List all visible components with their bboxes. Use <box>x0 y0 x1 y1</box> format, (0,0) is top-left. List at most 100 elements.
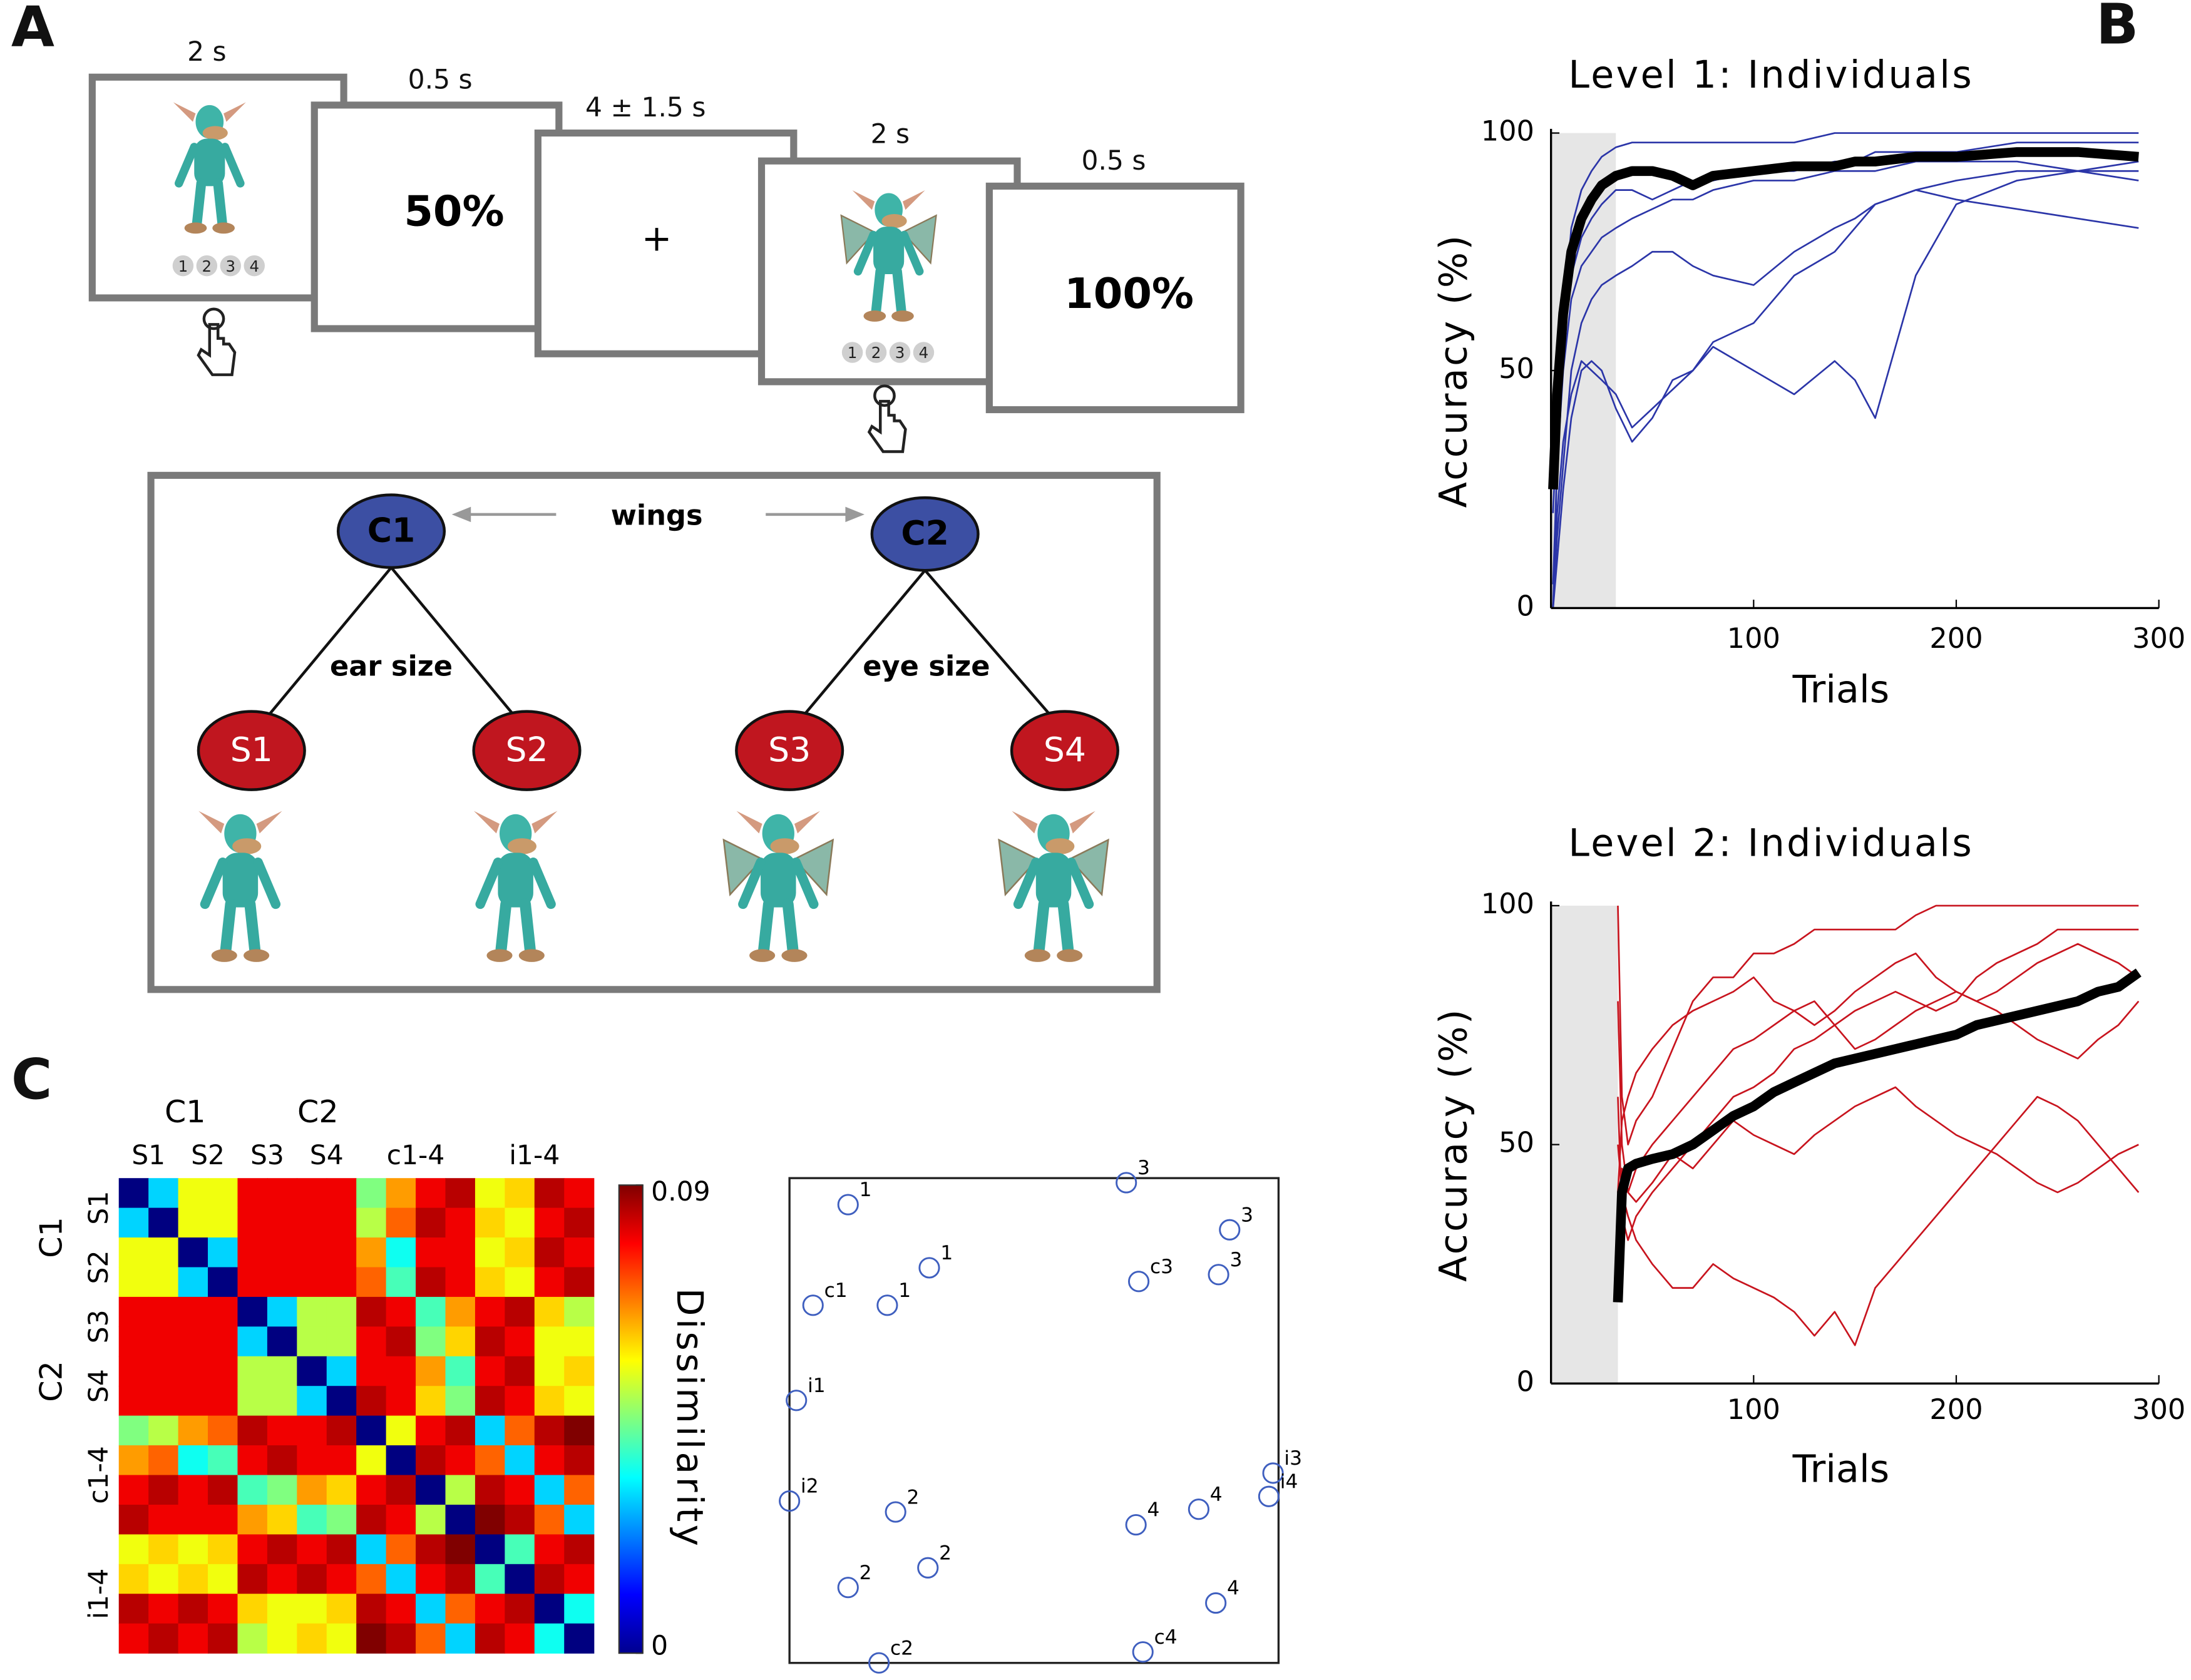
heatmap-cell <box>356 1564 387 1594</box>
heatmap-cell <box>475 1415 506 1446</box>
heatmap-cell <box>148 1564 179 1594</box>
heatmap-cell <box>416 1356 446 1386</box>
heatmap-cell <box>445 1237 476 1268</box>
heatmap-cell <box>505 1267 535 1298</box>
heatmap-cell <box>237 1207 268 1238</box>
heatmap-cell <box>356 1475 387 1505</box>
heatmap-cell <box>564 1237 595 1268</box>
heatmap-cell <box>178 1504 208 1535</box>
heatmap-cell <box>237 1564 268 1594</box>
heatmap-cell <box>445 1534 476 1565</box>
heatmap-cell <box>118 1386 149 1416</box>
heatmap-cell <box>416 1267 446 1298</box>
heatmap-cell <box>534 1237 565 1268</box>
heatmap-cell <box>326 1504 357 1535</box>
heatmap-cell <box>445 1267 476 1298</box>
heatmap-cell <box>386 1564 416 1594</box>
heatmap-cell <box>118 1237 149 1268</box>
subordinate-node <box>1010 710 1119 791</box>
point <box>918 1257 940 1279</box>
heatmap-cell <box>356 1267 387 1298</box>
hierarchy-box <box>147 471 1161 993</box>
heatmap-cell <box>148 1237 179 1268</box>
heatmap-cell <box>445 1445 476 1476</box>
heatmap-cell <box>356 1445 387 1476</box>
mds-frame <box>788 1177 1280 1664</box>
heatmap-cell <box>445 1415 476 1446</box>
point-label: i2 <box>801 1475 819 1498</box>
button-label: 4 <box>919 344 929 362</box>
x-tick-label: 200 <box>1929 1393 1983 1426</box>
row-group-label: C2 <box>33 1361 69 1402</box>
button <box>913 342 935 363</box>
heatmap-cell <box>297 1326 327 1357</box>
subordinate-label: S1 <box>230 730 273 769</box>
point-label: i4 <box>1280 1470 1298 1493</box>
point-label: 1 <box>940 1242 953 1264</box>
heatmap-cell <box>564 1386 595 1416</box>
button <box>172 255 194 277</box>
heatmap-cell <box>505 1475 535 1505</box>
heatmap-cell <box>505 1237 535 1268</box>
heatmap-cell <box>564 1415 595 1446</box>
heatmap-cell <box>267 1534 297 1565</box>
heatmap-cell <box>505 1623 535 1654</box>
heatmap-cell <box>118 1623 149 1654</box>
feature-label: eye size <box>863 650 990 682</box>
heatmap-cell <box>326 1207 357 1238</box>
heatmap-cell <box>297 1386 327 1416</box>
point <box>1125 1514 1147 1536</box>
subordinate-label: S2 <box>505 730 548 769</box>
heatmap-cell <box>297 1623 327 1654</box>
heatmap-cell <box>475 1207 506 1238</box>
row-label: c1-4 <box>84 1446 115 1504</box>
heatmap-cell <box>445 1475 476 1505</box>
heatmap-cell <box>267 1267 297 1298</box>
heatmap-cell <box>148 1504 179 1535</box>
heatmap-cell <box>475 1445 506 1476</box>
heatmap-cell <box>534 1326 565 1357</box>
heatmap-cell <box>237 1594 268 1624</box>
heatmap-cell <box>297 1445 327 1476</box>
heatmap-cell <box>386 1445 416 1476</box>
heatmap-cell <box>178 1564 208 1594</box>
y-tick-label: 100 <box>1481 888 1534 920</box>
heatmap-cell <box>505 1415 535 1446</box>
heatmap-cell <box>118 1475 149 1505</box>
heatmap-cell <box>208 1386 239 1416</box>
heatmap-cell <box>534 1623 565 1654</box>
point-label: c2 <box>890 1637 913 1659</box>
heatmap-cell <box>297 1207 327 1238</box>
mean-line <box>1613 968 2142 1303</box>
point <box>1208 1264 1229 1286</box>
heatmap-cell <box>534 1475 565 1505</box>
fixation: + <box>642 217 672 260</box>
heatmap-cell <box>178 1445 208 1476</box>
button <box>244 255 265 277</box>
subordinate-label: S3 <box>768 730 811 769</box>
heatmap-cell <box>386 1326 416 1357</box>
duration: 0.5 s <box>408 64 473 95</box>
heatmap-cell <box>475 1296 506 1328</box>
heatmap-cell <box>475 1623 506 1654</box>
heatmap-cell <box>208 1504 239 1535</box>
mean-line <box>1548 147 2139 490</box>
heatmap-cell <box>326 1296 357 1328</box>
point <box>837 1194 859 1216</box>
heatmap-cell <box>326 1445 357 1476</box>
heatmap-cell <box>505 1445 535 1476</box>
column-group-label: C2 <box>297 1094 339 1130</box>
heatmap-cell <box>326 1594 357 1624</box>
heatmap-cell <box>208 1534 239 1565</box>
category-label: C2 <box>901 513 949 553</box>
heatmap-cell <box>148 1178 179 1209</box>
heatmap-cell <box>416 1386 446 1416</box>
duration: 2 s <box>187 37 227 68</box>
button <box>220 255 242 277</box>
y-tick-label: 50 <box>1499 352 1534 385</box>
screen <box>985 182 1244 414</box>
heatmap-cell <box>445 1386 476 1416</box>
colorbar <box>618 1184 644 1654</box>
heatmap-cell <box>118 1326 149 1357</box>
heatmap-cell <box>416 1564 446 1594</box>
